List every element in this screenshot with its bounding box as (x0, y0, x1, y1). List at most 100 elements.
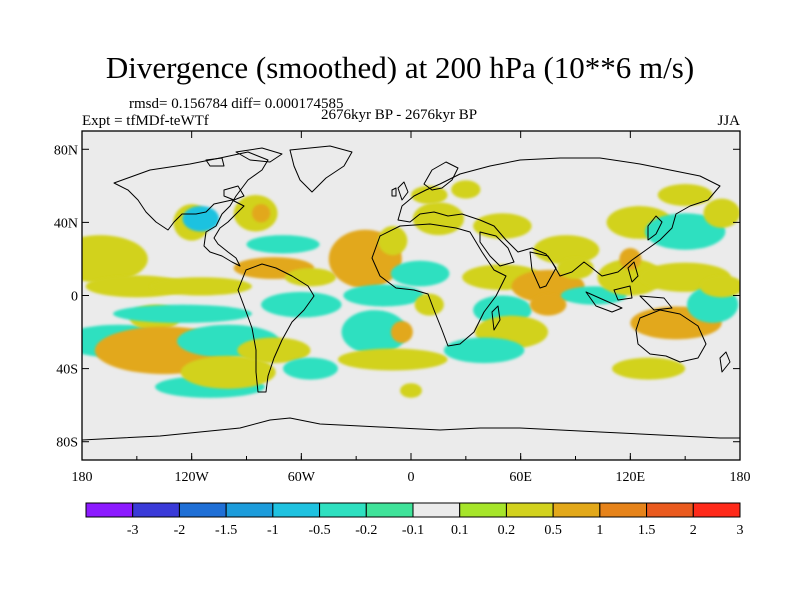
coastline-scandinavia (423, 161, 459, 191)
field-anomaly-46 (657, 184, 713, 206)
coastline-british-isles (391, 181, 409, 201)
field-anomaly-1 (82, 235, 148, 283)
colorbar-label: -0.2 (355, 523, 377, 538)
colorbar-swatch (599, 502, 648, 518)
coastline-australia (635, 309, 707, 363)
colorbar-label: -3 (127, 523, 139, 538)
field-anomaly-6 (113, 304, 252, 323)
field-anomaly-38 (529, 293, 567, 316)
field-anomaly-31 (451, 180, 481, 199)
coastline-new-zealand (719, 351, 731, 373)
field-anomaly-26 (337, 348, 448, 371)
colorbar-swatch (272, 502, 321, 518)
colorbar-label: 0.1 (451, 523, 469, 538)
field-anomaly-14 (251, 204, 271, 223)
x-tick-label: 120E (616, 470, 646, 485)
field-anomaly-23 (343, 284, 424, 307)
colorbar-label: -0.1 (402, 523, 424, 538)
field-anomaly-40 (557, 257, 594, 280)
colorbar-label: 1 (596, 523, 603, 538)
chart-title: Divergence (smoothed) at 200 hPa (10**6 … (105, 50, 695, 85)
coastline-arctic-islands (205, 147, 283, 167)
field-anomaly-53 (414, 293, 444, 316)
field-anomaly-51 (699, 275, 740, 298)
field-anomaly-30 (411, 185, 448, 205)
field-anomaly-32 (473, 213, 532, 239)
y-tick-label: 80S (56, 436, 78, 451)
x-tick-label: 60W (288, 470, 316, 485)
coastline-eurasia (397, 157, 721, 277)
coastline-japan (647, 215, 663, 241)
field-anomaly-20 (283, 357, 338, 380)
colorbar-swatch (365, 502, 414, 518)
colorbar-label: 0.5 (544, 523, 562, 538)
coastline-madagascar (491, 305, 501, 331)
colorbar-swatch (132, 502, 180, 518)
coastline-philippines (627, 261, 639, 283)
x-tick-label: 120W (175, 470, 210, 485)
colorbar-swatch (552, 502, 601, 518)
field-anomaly-27 (390, 321, 413, 344)
coastline-hudson-bay (223, 185, 245, 201)
divergence-field-layer (82, 180, 740, 398)
x-tick-label: 60E (509, 470, 532, 485)
coastline-indonesia (585, 285, 673, 313)
coastline-africa (371, 223, 507, 347)
field-anomaly-43 (619, 247, 642, 270)
colorbar: -3 -2 -1.5 -1 -0.5 -0.2 -0.1 0.1 0.2 0.5 1 1.5 2 3 (85, 502, 744, 538)
field-anomaly-17 (284, 268, 337, 287)
coastline-antarctica (82, 417, 740, 441)
field-anomaly-36 (443, 337, 525, 364)
experiment-label: Expt = tfMDf-teWTf (82, 113, 209, 129)
field-anomaly-49 (612, 357, 686, 380)
colorbar-label: -1 (267, 523, 279, 538)
x-tick-label: 180 (730, 470, 751, 485)
colorbar-swatch (319, 502, 367, 518)
field-anomaly-45 (644, 213, 726, 250)
colorbar-label: 1.5 (638, 523, 656, 538)
field-anomaly-16 (246, 235, 320, 254)
season-label: JJA (717, 113, 740, 129)
colorbar-swatch (505, 502, 554, 518)
x-tick-label: 180 (72, 470, 93, 485)
field-anomaly-24 (390, 260, 450, 287)
stats-label: rmsd= 0.156784 diff= 0.000174585 (129, 96, 344, 112)
colorbar-swatch (459, 502, 507, 518)
coastline-arabian-peninsula (479, 231, 515, 267)
y-tick-label: 0 (71, 290, 78, 305)
field-anomaly-22 (378, 226, 408, 256)
coastline-north-america (113, 151, 269, 267)
field-anomaly-7 (149, 277, 252, 296)
field-anomaly-39 (533, 235, 600, 265)
colorbar-swatch (412, 502, 461, 518)
colorbar-swatch (178, 502, 227, 518)
colorbar-label: 3 (737, 523, 744, 538)
colorbar-label: -0.5 (308, 523, 330, 538)
period-label: 2676kyr BP - 2676kyr BP (321, 107, 478, 123)
field-anomaly-10 (180, 355, 276, 389)
colorbar-swatch (646, 502, 694, 518)
field-anomaly-28 (400, 383, 422, 398)
y-tick-label: 80N (54, 143, 78, 158)
field-anomaly-18 (261, 291, 342, 318)
x-tick-label: 0 (408, 470, 415, 485)
coastline-layer (82, 145, 740, 441)
colorbar-label: 2 (690, 523, 697, 538)
coastline-south-america (237, 263, 315, 393)
axis-ticks: 180 120W 60W 0 60E 120E 180 80N 40N 0 40S 80S (54, 131, 751, 485)
field-anomaly-52 (703, 198, 740, 228)
y-tick-label: 40N (54, 216, 78, 231)
colorbar-swatch (692, 502, 741, 518)
field-anomaly-29 (412, 202, 465, 236)
colorbar-label: -2 (174, 523, 186, 538)
coastline-greenland (289, 145, 353, 193)
coastline-india (529, 251, 557, 289)
field-anomaly-12 (182, 205, 220, 232)
y-tick-label: 40S (56, 363, 78, 378)
colorbar-swatch (225, 502, 274, 518)
colorbar-swatch (85, 502, 134, 518)
field-anomaly-25 (341, 310, 408, 354)
colorbar-label: 0.2 (498, 523, 516, 538)
colorbar-label: -1.5 (215, 523, 237, 538)
